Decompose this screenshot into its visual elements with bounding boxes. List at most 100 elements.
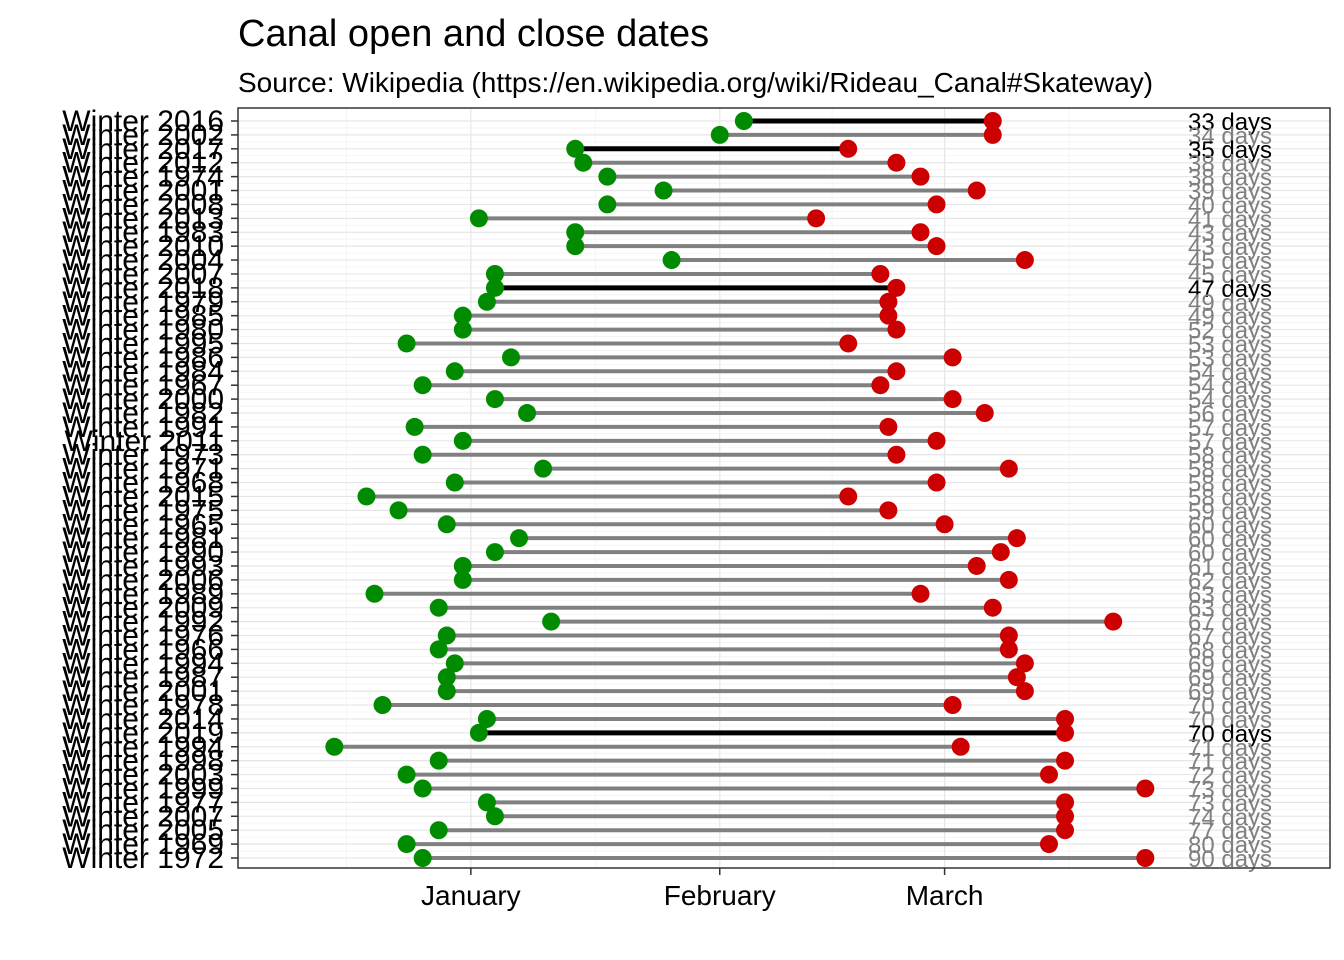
season-label: Winter 1989 <box>62 578 224 611</box>
open-date-point <box>477 292 496 311</box>
season-label: Winter 2009 <box>62 592 224 625</box>
close-date-point <box>879 292 898 311</box>
open-date-point <box>534 459 553 478</box>
close-date-point <box>1056 751 1075 770</box>
season-label: Winter 1971 <box>62 453 224 486</box>
days-label: 73 days <box>1188 790 1272 817</box>
open-date-point <box>566 139 585 158</box>
season-label: Winter 1986 <box>62 341 224 374</box>
open-date-point <box>654 181 673 200</box>
days-label: 71 days <box>1188 749 1272 776</box>
season-label: Winter 2019 <box>62 717 224 750</box>
days-label: 34 days <box>1188 123 1272 150</box>
days-label: 54 days <box>1188 359 1272 386</box>
close-date-point <box>1136 779 1155 798</box>
days-label: 54 days <box>1188 387 1272 414</box>
close-date-point <box>879 501 898 520</box>
close-date-point <box>871 264 890 283</box>
days-label: 60 days <box>1188 540 1272 567</box>
open-date-point <box>662 251 681 270</box>
season-label: Winter 2011 <box>64 425 224 458</box>
days-label: 71 days <box>1188 735 1272 762</box>
days-label: 56 days <box>1188 401 1272 428</box>
season-label: Winter 1975 <box>62 494 224 527</box>
close-date-point <box>839 487 858 506</box>
open-date-point <box>445 362 464 381</box>
open-date-point <box>598 195 617 214</box>
close-date-point <box>911 167 930 186</box>
season-label: Winter 1994 <box>62 647 224 680</box>
close-date-point <box>1015 251 1034 270</box>
days-label: 61 days <box>1188 554 1272 581</box>
open-date-point <box>413 849 432 867</box>
days-label: 38 days <box>1188 151 1272 178</box>
season-label: Winter 1981 <box>62 522 224 555</box>
close-date-point <box>951 737 970 756</box>
season-label: Winter 1987 <box>62 661 224 694</box>
days-label: 67 days <box>1188 610 1272 637</box>
open-date-point <box>437 668 456 687</box>
close-date-point <box>991 543 1010 562</box>
season-label: Winter 2007 <box>62 800 224 833</box>
open-date-point <box>453 570 472 589</box>
season-label: Winter 2012 <box>62 147 224 180</box>
close-date-point <box>1039 835 1058 854</box>
close-date-point <box>839 139 858 158</box>
days-label: 49 days <box>1188 304 1272 331</box>
close-date-point <box>1007 529 1026 548</box>
open-date-point <box>485 807 504 826</box>
open-date-point <box>598 167 617 186</box>
open-date-point <box>413 445 432 464</box>
close-date-point <box>999 570 1018 589</box>
close-date-point <box>887 320 906 339</box>
x-tick-label: January <box>421 880 521 911</box>
season-label: Winter 2008 <box>62 188 224 221</box>
days-label: 45 days <box>1188 248 1272 275</box>
close-date-point <box>975 404 994 423</box>
open-date-point <box>542 612 561 631</box>
open-date-point <box>429 598 448 617</box>
season-label: Winter 1984 <box>62 355 224 388</box>
days-label: 70 days <box>1188 721 1272 748</box>
close-date-point <box>1056 793 1075 812</box>
close-date-point <box>943 696 962 715</box>
days-label: 69 days <box>1188 679 1272 706</box>
panel-border <box>237 107 1331 869</box>
season-label: Winter 2003 <box>62 759 224 792</box>
days-label: 47 days <box>1188 276 1272 303</box>
open-date-point <box>453 320 472 339</box>
open-date-point <box>397 765 416 784</box>
close-date-point <box>887 362 906 381</box>
days-label: 60 days <box>1188 512 1272 539</box>
season-label: Winter 1967 <box>62 369 224 402</box>
open-date-point <box>429 821 448 840</box>
open-date-point <box>365 584 384 603</box>
open-date-point <box>453 431 472 450</box>
season-label: Winter 1980 <box>62 314 224 347</box>
days-label: 73 days <box>1188 776 1272 803</box>
close-date-point <box>879 306 898 325</box>
close-date-point <box>1136 849 1155 867</box>
open-date-point <box>445 654 464 673</box>
open-date-point <box>429 751 448 770</box>
days-label: 58 days <box>1188 484 1272 511</box>
close-date-point <box>927 431 946 450</box>
days-label: 63 days <box>1188 582 1272 609</box>
days-label: 53 days <box>1188 345 1272 372</box>
days-label: 43 days <box>1188 220 1272 247</box>
days-label: 60 days <box>1188 526 1272 553</box>
close-date-point <box>999 640 1018 659</box>
open-date-point <box>453 306 472 325</box>
open-date-point <box>453 556 472 575</box>
days-label: 70 days <box>1188 693 1272 720</box>
season-label: Winter 1998 <box>62 745 224 778</box>
season-label: Winter 2000 <box>62 383 224 416</box>
days-label: 58 days <box>1188 457 1272 484</box>
season-label: Winter 1979 <box>62 286 224 319</box>
season-label: Winter 1973 <box>62 439 224 472</box>
days-label: 77 days <box>1188 818 1272 845</box>
close-date-point <box>967 181 986 200</box>
days-label: 33 days <box>1188 109 1272 136</box>
close-date-point <box>1015 654 1034 673</box>
chart-subtitle: Source: Wikipedia (https://en.wikipedia.… <box>238 67 1153 98</box>
